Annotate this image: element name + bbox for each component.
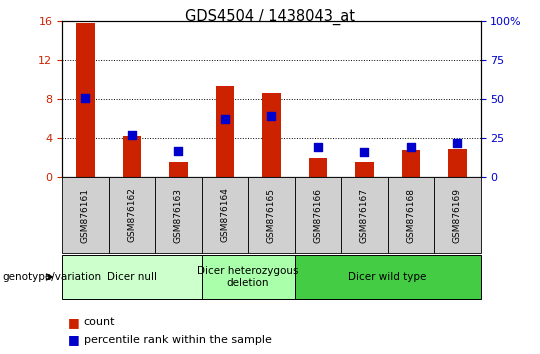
Text: count: count <box>84 317 115 327</box>
Text: Dicer null: Dicer null <box>107 272 157 282</box>
Text: genotype/variation: genotype/variation <box>3 272 102 282</box>
Bar <box>169 162 188 177</box>
Text: GSM876169: GSM876169 <box>453 188 462 242</box>
Text: ■: ■ <box>68 316 79 329</box>
Text: GSM876162: GSM876162 <box>127 188 136 242</box>
Text: GSM876165: GSM876165 <box>267 188 276 242</box>
Text: Dicer heterozygous
deletion: Dicer heterozygous deletion <box>197 266 299 288</box>
Bar <box>262 93 281 177</box>
Text: GSM876168: GSM876168 <box>407 188 415 242</box>
Point <box>453 140 462 145</box>
Text: GDS4504 / 1438043_at: GDS4504 / 1438043_at <box>185 9 355 25</box>
Text: GSM876163: GSM876163 <box>174 188 183 242</box>
Point <box>360 149 369 155</box>
Text: GSM876167: GSM876167 <box>360 188 369 242</box>
Text: Dicer wild type: Dicer wild type <box>348 272 427 282</box>
Text: GSM876164: GSM876164 <box>220 188 230 242</box>
Point <box>174 148 183 153</box>
Text: percentile rank within the sample: percentile rank within the sample <box>84 335 272 345</box>
Bar <box>308 158 327 177</box>
Bar <box>448 149 467 177</box>
Text: GSM876166: GSM876166 <box>313 188 322 242</box>
Text: GSM876161: GSM876161 <box>81 188 90 242</box>
Text: ■: ■ <box>68 333 79 346</box>
Point <box>127 132 136 138</box>
Bar <box>402 150 420 177</box>
Point <box>267 113 276 119</box>
Bar <box>123 136 141 177</box>
Point <box>314 144 322 150</box>
Point <box>407 144 415 149</box>
Point <box>220 116 229 122</box>
Bar <box>76 23 94 177</box>
Bar <box>215 86 234 177</box>
Point <box>81 95 90 101</box>
Bar <box>355 162 374 177</box>
